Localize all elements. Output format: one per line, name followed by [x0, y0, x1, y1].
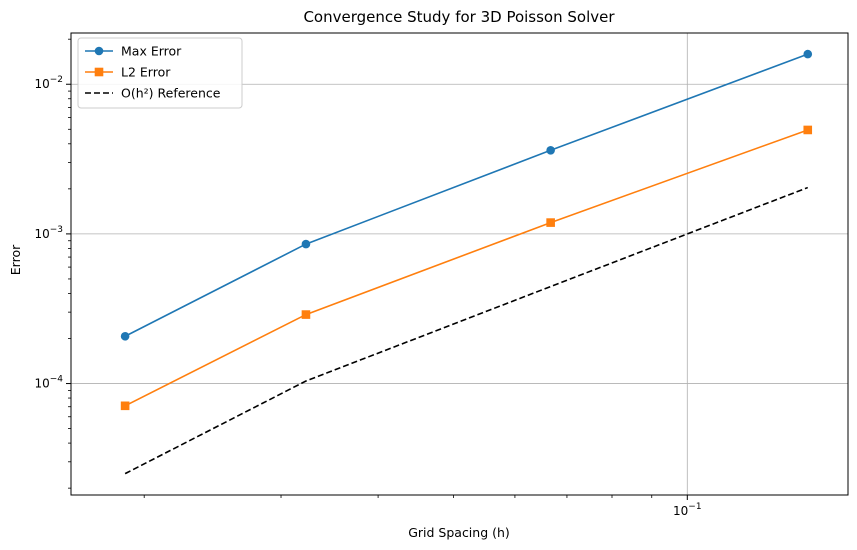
- legend-marker-circle: [94, 46, 104, 56]
- data-point-circle: [803, 49, 813, 59]
- series-line-1: [124, 53, 809, 337]
- data-point-square: [546, 218, 555, 227]
- data-point-square: [301, 310, 311, 319]
- series-line-2: [124, 129, 809, 407]
- y-axis-label: Error: [8, 244, 23, 275]
- legend: Max Error L2 Error O(h²) Reference: [77, 37, 243, 109]
- plot-frame: [70, 32, 849, 496]
- y-tick-label: 10−4: [34, 375, 63, 391]
- x-tick-label: 10−1: [673, 502, 702, 518]
- legend-marker-square: [94, 67, 104, 77]
- data-point-circle: [546, 145, 555, 155]
- chart-title: Convergence Study for 3D Poisson Solver: [303, 8, 615, 26]
- data-point-square: [803, 125, 813, 135]
- data-point-square: [120, 401, 130, 411]
- x-axis-label: Grid Spacing (h): [408, 525, 510, 540]
- y-tick-label: 10−3: [34, 225, 63, 241]
- y-tick-label: 10−2: [34, 75, 63, 91]
- data-point-circle: [301, 239, 311, 249]
- legend-label: L2 Error: [121, 65, 171, 80]
- series-layer: [120, 49, 813, 475]
- series-line-3: [124, 186, 809, 475]
- legend-label: O(h²) Reference: [121, 86, 221, 101]
- data-point-circle: [120, 331, 130, 341]
- tick-layer: 10−1 10−4 10−3 10−2: [34, 38, 702, 518]
- legend-label: Max Error: [121, 44, 182, 59]
- legend-box: [77, 37, 243, 109]
